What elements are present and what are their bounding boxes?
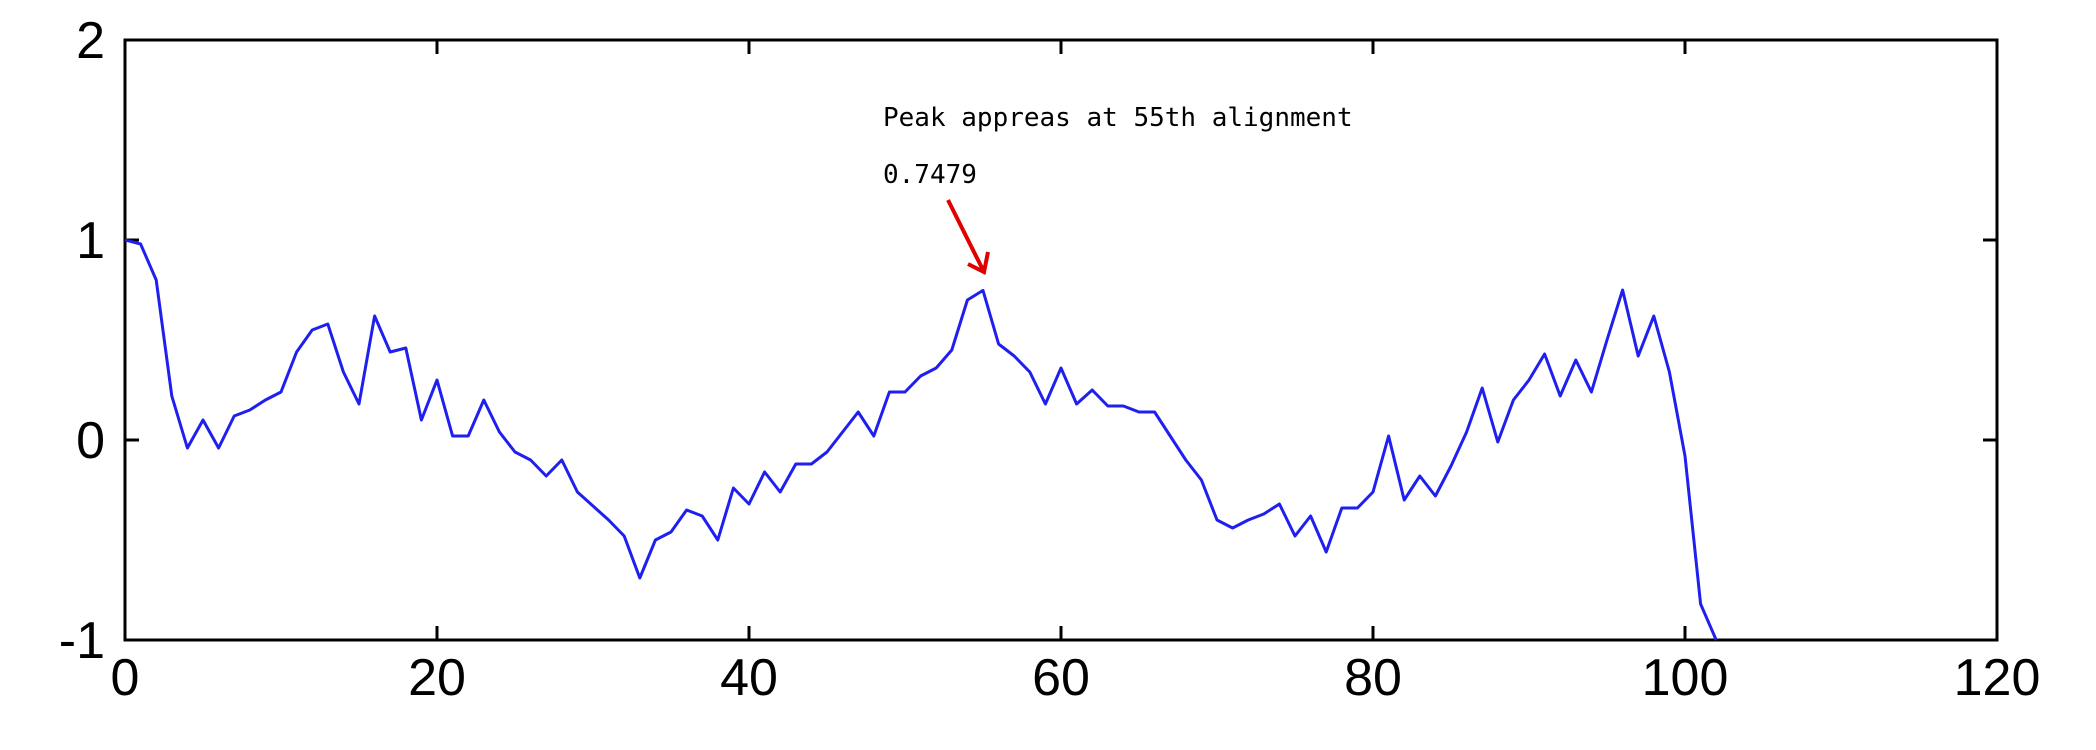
y-tick-label: -1 [59, 612, 105, 670]
x-tick-label: 0 [111, 649, 140, 707]
annotation-arrow [946, 199, 986, 273]
x-tick-label: 20 [408, 649, 466, 707]
annotation-layer: Peak appreas at 55th alignment 0.7479 [883, 103, 1353, 275]
plot-area [123, 38, 1999, 642]
y-axis-ticks: -1 0 1 2 [59, 12, 1997, 670]
x-tick-label: 120 [1954, 649, 2041, 707]
x-tick-label: 40 [720, 649, 778, 707]
annotation-value: 0.7479 [883, 160, 977, 190]
x-axis-ticks: 0 20 40 60 80 100 120 [111, 40, 2041, 707]
annotation-text: Peak appreas at 55th alignment [883, 103, 1353, 133]
y-tick-label: 1 [76, 212, 105, 270]
x-tick-label: 100 [1642, 649, 1729, 707]
y-tick-label: 2 [76, 12, 105, 70]
x-tick-label: 80 [1344, 649, 1402, 707]
series-line-0 [124, 238, 1718, 641]
series-layer [124, 238, 1718, 641]
annotation-arrow-head [967, 251, 990, 275]
x-tick-label: 60 [1032, 649, 1090, 707]
y-tick-label: 0 [76, 412, 105, 470]
